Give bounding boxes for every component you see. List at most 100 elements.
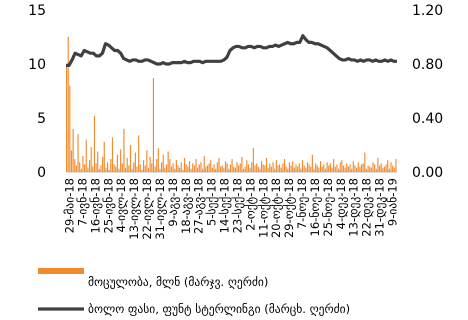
volume-bar [311, 154, 313, 172]
volume-bar [305, 167, 307, 172]
volume-bar [195, 159, 197, 172]
x-tick-label: 23-სექ-18 [230, 178, 244, 233]
volume-bar [254, 165, 256, 172]
volume-bar [133, 162, 135, 172]
volume-bar [261, 161, 263, 172]
volume-bar [328, 165, 330, 172]
volume-bar [116, 154, 118, 172]
volume-bar [138, 135, 140, 172]
x-tick-label: 16-ნოე-18 [308, 178, 322, 236]
volume-bar [216, 162, 218, 172]
volume-bar [272, 162, 274, 172]
volume-bar [367, 165, 369, 172]
volume-bar [380, 163, 382, 172]
volume-bar [79, 162, 81, 172]
volume-bar [280, 167, 282, 172]
volume-bar [200, 162, 202, 172]
x-tick-label: 9-იან-19 [386, 178, 400, 226]
volume-bar [303, 165, 305, 172]
volume-bar [67, 37, 69, 172]
volume-bar [164, 167, 166, 172]
volume-bar [244, 166, 246, 172]
volume-bar [93, 115, 96, 172]
volume-bar [359, 166, 361, 172]
x-tick-label: 7-ნოე-18 [295, 178, 309, 229]
volume-bar [341, 160, 343, 172]
x-tick-label: 27-აგვ-18 [192, 178, 206, 234]
volume-bar [128, 165, 130, 172]
volume-bar [336, 164, 338, 172]
volume-bar [165, 164, 168, 172]
volume-bar [287, 168, 289, 172]
left-tick-label: 10 [28, 57, 46, 73]
volume-bar [87, 167, 89, 172]
volume-bar [346, 163, 348, 172]
volume-bar [321, 166, 323, 172]
volume-bar [82, 155, 84, 172]
volume-bar [236, 162, 238, 172]
volume-bar [124, 167, 127, 172]
volume-bar [285, 166, 287, 172]
volume-bar [326, 162, 328, 172]
x-tick-label: 11-ოქტ-18 [256, 178, 270, 238]
volume-bar [270, 166, 272, 172]
left-tick-label: 5 [37, 111, 46, 127]
x-tick-label: 13-ივლ-18 [127, 178, 141, 240]
volume-bar [90, 147, 92, 172]
volume-bars [66, 37, 397, 172]
volume-bar [265, 157, 268, 172]
volume-bar [347, 166, 349, 172]
volume-bar [100, 165, 102, 172]
legend-label-volume: მოცულობა, მლნ (მარჯვ. ღერძი) [88, 275, 268, 289]
volume-bar [224, 161, 227, 172]
x-tick-label: 18-აგვ-18 [179, 178, 193, 234]
volume-bar [323, 164, 325, 172]
volume-bar [120, 149, 122, 172]
volume-bar [388, 168, 390, 172]
volume-bar [351, 168, 353, 172]
volume-bar [334, 166, 336, 172]
volume-bar [316, 165, 318, 172]
volume-bar [352, 161, 354, 172]
volume-bar [354, 165, 356, 172]
volume-bar [129, 145, 132, 172]
volume-bar [80, 168, 82, 172]
volume-bar [256, 163, 258, 172]
volume-bar [395, 159, 397, 172]
volume-bar [275, 160, 277, 172]
volume-bar [360, 164, 363, 172]
volume-bar [66, 64, 68, 172]
volume-bar [121, 163, 123, 172]
volume-bar [110, 159, 112, 172]
volume-bar [298, 163, 300, 172]
volume-bar [183, 157, 186, 172]
volume-bar [102, 156, 104, 172]
volume-bar [106, 162, 109, 172]
volume-bar [105, 167, 107, 172]
volume-bar [152, 78, 154, 172]
volume-bar [144, 165, 146, 172]
volume-bar [72, 128, 74, 172]
volume-bar [198, 164, 200, 172]
volume-bar [221, 165, 223, 172]
left-axis-ticks: 0 5 10 15 [28, 3, 46, 181]
volume-bar [143, 160, 145, 172]
volume-bar [70, 150, 73, 172]
volume-bar [161, 162, 163, 172]
volume-bar [111, 137, 114, 172]
volume-bar [318, 167, 320, 172]
right-tick-label: 0.40 [412, 111, 443, 127]
volume-bar [139, 164, 141, 172]
volume-bar [242, 168, 245, 172]
volume-bar [283, 159, 286, 172]
x-tick-label: 2-ოქტ-18 [243, 178, 257, 231]
volume-bar [246, 160, 248, 172]
volume-bar [108, 169, 110, 172]
volume-bar [98, 168, 100, 172]
left-tick-label: 15 [28, 3, 46, 19]
volume-bar [300, 168, 302, 172]
volume-bar [231, 159, 233, 172]
volume-bar [95, 163, 97, 172]
x-tick-label: 29-ოქტ-18 [282, 178, 296, 238]
volume-bar [172, 163, 174, 172]
